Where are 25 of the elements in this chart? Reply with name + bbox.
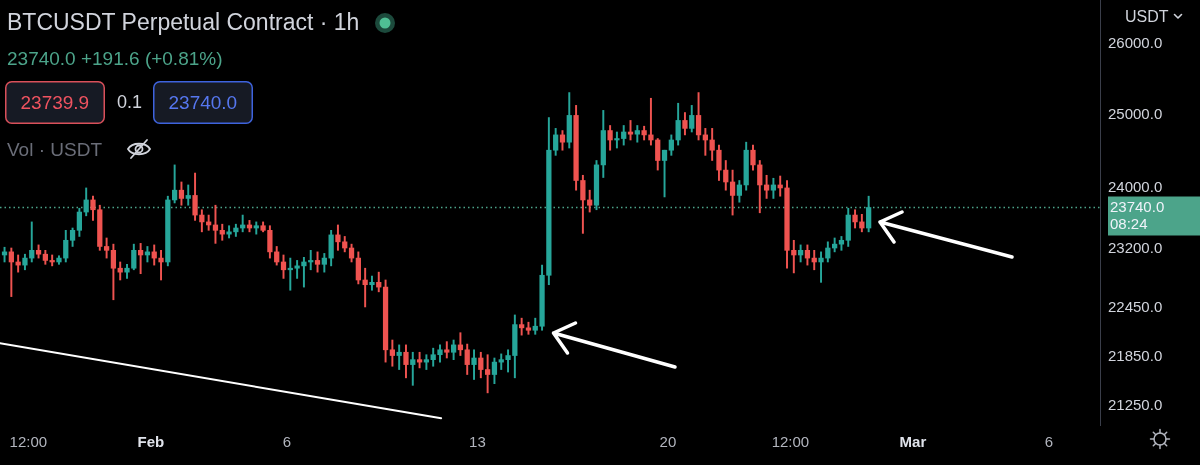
y-tick-label: 25000.0	[1108, 104, 1163, 122]
x-tick-label: 20	[659, 433, 677, 451]
x-tick-label: Feb	[137, 433, 165, 451]
y-tick-label: 21850.0	[1108, 346, 1163, 364]
annotation: Vol · USDT	[7, 139, 103, 161]
y-tick-label: 22450.0	[1108, 297, 1163, 315]
chart-title: BTCUSDT Perpetual Contract · 1h	[7, 9, 360, 36]
x-tick-label: Mar	[899, 433, 927, 451]
y-axis-title: USDT	[1125, 8, 1169, 27]
x-tick-label: 13	[469, 433, 486, 451]
y-tick-label: 24000.0	[1108, 178, 1163, 196]
x-tick-label: 12:00	[771, 433, 810, 451]
y-tick-label: 26000.0	[1108, 34, 1163, 52]
y-tick-label: 23200.0	[1108, 238, 1163, 256]
text: 23740.0 +191.6 (+0.81%)	[7, 48, 223, 70]
x-tick-label: 6	[1044, 433, 1054, 451]
text: 08:24	[1110, 214, 1148, 232]
annotation: 23740.0	[168, 92, 238, 114]
x-tick-label: 6	[282, 433, 292, 451]
ref-line-label: 23740.0	[1110, 197, 1165, 215]
x-tick-label: 12:00	[9, 433, 48, 451]
candlestick	[648, 97, 654, 146]
annotation: 0.1	[117, 92, 143, 113]
y-tick-label: 21250.0	[1108, 396, 1163, 414]
annotation: 23739.9	[20, 92, 90, 114]
